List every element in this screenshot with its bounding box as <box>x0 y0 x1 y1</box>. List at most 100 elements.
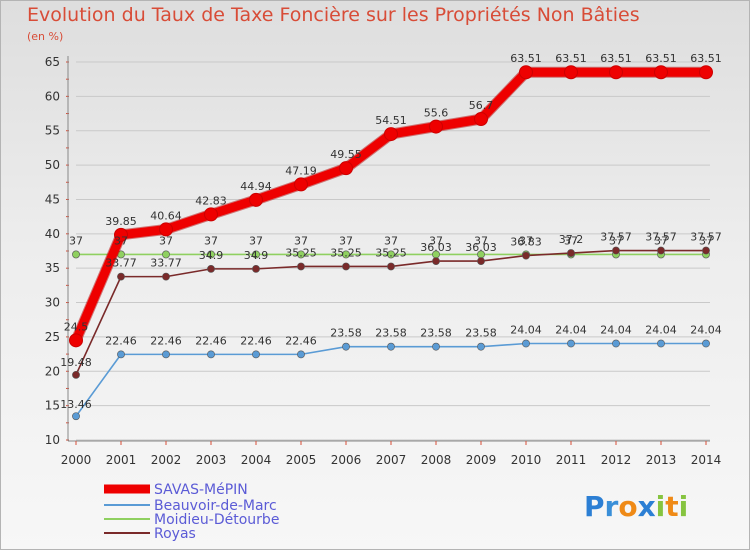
data-label-series-2: 37 <box>519 234 533 247</box>
data-label-series-3: 33.77 <box>105 257 137 270</box>
series-line-shadow <box>70 66 712 346</box>
series-3-point <box>567 249 575 257</box>
series-1-point <box>297 350 305 359</box>
data-label-series-2: 37 <box>294 234 308 247</box>
series-1-point <box>72 412 80 421</box>
x-tick-label: 2003 <box>196 453 227 467</box>
data-label-series-1: 24.04 <box>510 324 542 337</box>
x-tick-label: 2006 <box>331 453 362 467</box>
data-label-series-3: 35.25 <box>285 246 317 259</box>
series-1-point <box>342 342 350 351</box>
x-tick-label: 2005 <box>286 453 317 467</box>
x-tick-label: 2009 <box>466 453 497 467</box>
data-label-series-2: 37 <box>654 234 668 247</box>
series-0-point <box>159 222 173 237</box>
data-label-series-2: 37 <box>609 234 623 247</box>
legend-label: SAVAS-MéPIN <box>154 482 248 498</box>
data-label-series-0: 40.64 <box>150 209 182 222</box>
legend-label: Royas <box>154 526 196 542</box>
y-tick-label: 40 <box>45 227 60 241</box>
data-label-series-0: 63.51 <box>690 52 722 65</box>
series-2-point <box>342 250 350 259</box>
data-label-series-1: 23.58 <box>465 327 497 340</box>
data-label-series-1: 23.58 <box>375 327 407 340</box>
axes: 10 15 20 25 30 35 40 45 50 55 60 65 2000 2001 2002 2003… <box>45 55 722 467</box>
x-tick-label: 2002 <box>151 453 182 467</box>
data-label-series-2: 37 <box>474 234 488 247</box>
data-labels: 24.5 39.85 40.64 42.83 44.94 47.19 49.55 54.51 5… <box>60 52 722 411</box>
x-tick-label: 2014 <box>691 453 722 467</box>
data-label-series-1: 24.04 <box>690 324 722 337</box>
data-label-series-2: 37 <box>249 234 263 247</box>
logo-letter: i <box>656 490 666 523</box>
data-label-series-1: 23.58 <box>420 327 452 340</box>
data-label-series-2: 37 <box>699 234 713 247</box>
series-3-point <box>477 257 485 266</box>
data-label-series-1: 22.46 <box>240 334 272 347</box>
logo-letter: r <box>605 490 619 523</box>
series-1-point <box>207 350 215 359</box>
series-2-point <box>72 250 80 259</box>
series-0-point <box>609 65 623 80</box>
x-tick-label: 2007 <box>376 453 407 467</box>
y-tick-label: 50 <box>45 158 60 172</box>
x-tick-label: 2004 <box>241 453 272 467</box>
series-0-point <box>654 65 668 80</box>
series-0-point <box>339 161 353 176</box>
data-label-series-3: 35.25 <box>375 246 407 259</box>
y-tick-label: 60 <box>45 89 60 103</box>
data-label-series-1: 22.46 <box>195 334 227 347</box>
series-3-point <box>657 246 665 255</box>
data-label-series-3: 36.03 <box>465 241 497 254</box>
data-label-series-1: 13.46 <box>60 398 92 411</box>
data-label-series-0: 44.94 <box>240 180 272 193</box>
data-label-series-0: 63.51 <box>645 52 677 65</box>
data-label-series-3: 37.57 <box>645 231 677 244</box>
data-label-series-0: 55.6 <box>424 107 449 120</box>
y-tick-label: 15 <box>45 399 60 413</box>
series-1-point <box>612 339 620 348</box>
data-label-series-1: 24.04 <box>555 324 587 337</box>
data-label-series-3: 34.9 <box>244 249 269 262</box>
y-tick-label: 10 <box>45 433 60 447</box>
series-0-point <box>204 207 218 222</box>
series-0-point <box>69 333 83 348</box>
series-0-point <box>249 192 263 207</box>
data-label-series-2: 37 <box>429 234 443 247</box>
data-label-series-1: 23.58 <box>330 327 362 340</box>
data-label-series-0: 63.51 <box>600 52 632 65</box>
logo-letter: i <box>679 490 689 523</box>
logo-letter: o <box>618 490 637 523</box>
y-tick-label: 20 <box>45 364 60 378</box>
legend: SAVAS-MéPINBeauvoir-de-MarcMoidieu-Détou… <box>104 482 279 542</box>
series-1-point <box>657 339 665 348</box>
legend-label: Moidieu-Détourbe <box>154 512 279 528</box>
y-tick-label: 65 <box>45 55 60 69</box>
series-2-point <box>162 250 170 259</box>
series-3-point <box>72 370 80 379</box>
data-label-series-1: 22.46 <box>150 334 182 347</box>
data-label-series-1: 22.46 <box>105 334 137 347</box>
series-1-point <box>477 342 485 351</box>
data-label-series-2: 37 <box>339 234 353 247</box>
data-label-series-2: 37 <box>114 234 128 247</box>
data-label-series-3: 33.77 <box>150 257 182 270</box>
data-label-series-3: 19.48 <box>60 356 92 369</box>
y-tick-label: 30 <box>45 296 60 310</box>
legend-label: Beauvoir-de-Marc <box>154 498 277 514</box>
data-label-series-2: 37 <box>69 234 83 247</box>
chart-title: Evolution du Taux de Taxe Foncière sur l… <box>27 4 640 26</box>
x-tick-label: 2000 <box>61 453 92 467</box>
series-0-point <box>699 65 713 80</box>
data-label-series-0: 39.85 <box>105 215 137 228</box>
data-label-series-3: 35.25 <box>330 246 362 259</box>
series-1-point <box>387 342 395 351</box>
x-tick-label: 2012 <box>601 453 632 467</box>
series-0-point <box>474 112 488 127</box>
data-label-series-3: 34.9 <box>199 249 224 262</box>
series-line-0 <box>71 67 711 345</box>
data-label-series-1: 22.46 <box>285 334 317 347</box>
series-0-point <box>564 65 578 80</box>
